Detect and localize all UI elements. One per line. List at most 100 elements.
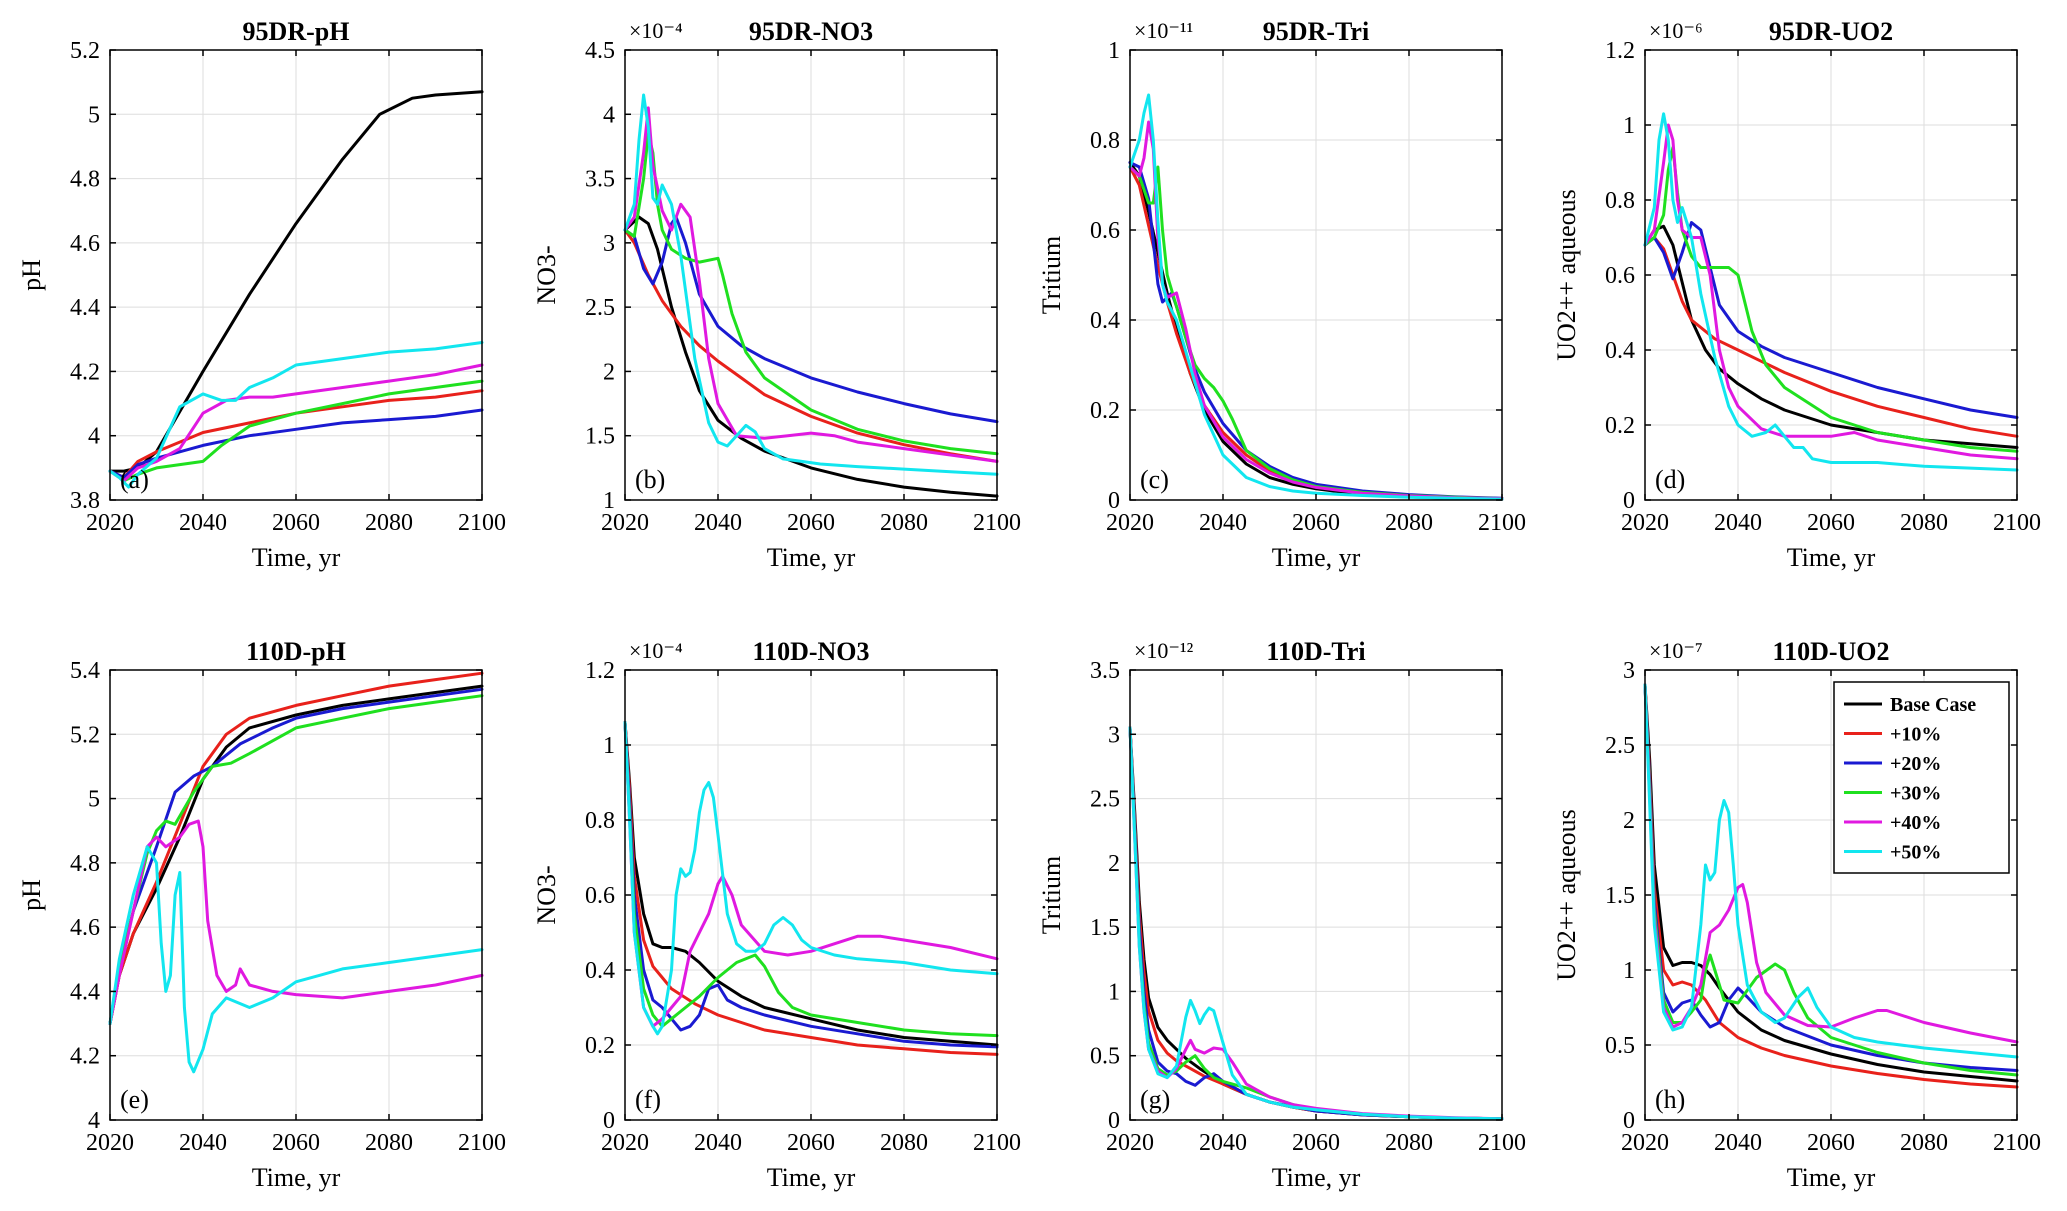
y-tick-label: 0.2 [1605,413,1635,439]
series-line-40 [623,106,999,463]
y-tick-label: 2.5 [1090,787,1120,813]
legend-label-30: +30% [1890,783,1941,805]
y-tick-label: 1 [1623,958,1635,984]
x-tick-label: 2040 [179,1130,227,1156]
y-tick-label: 0 [1623,488,1635,514]
x-axis-label: Time, yr [1272,1163,1361,1192]
series-line-40 [1128,120,1504,501]
chart-title: 110D-UO2 [1773,637,1890,666]
y-tick-label: 2.5 [585,295,615,321]
x-tick-label: 2080 [1900,510,1948,536]
panel-label: (a) [120,465,149,494]
chart-title: 95DR-UO2 [1769,17,1893,46]
series-line-50 [1128,726,1504,1121]
y-tick-label: 5.4 [70,658,100,684]
y-tick-label: 0.2 [1090,398,1120,424]
panel-h: 2020 2040 2060 2080 2100 0 0.5 1 1.5 2 2.5 3 110D-UO… [1552,637,2041,1192]
x-tick-label: 2020 [601,1130,649,1156]
axis-multiplier: ×10⁻⁴ [629,638,683,663]
x-axis-label: Time, yr [767,1163,856,1192]
panel-label: (f) [635,1085,661,1114]
chart-title: 110D-pH [246,637,346,666]
series-line-20 [108,408,484,479]
x-tick-label: 2040 [694,1130,742,1156]
x-tick-label: 2060 [272,1130,320,1156]
panel-label: (h) [1655,1085,1685,1114]
panel-label: (c) [1140,465,1169,494]
y-tick-label: 0.4 [585,958,615,984]
y-tick-label: 2 [603,359,615,385]
axis-multiplier: ×10⁻⁴ [629,18,683,43]
x-tick-label: 2040 [1199,1130,1247,1156]
series-line-40 [108,819,484,1026]
panel-a: 2020 2040 2060 2080 2100 3.8 4 4.2 4.4 4.6 4.8 5 5.2… [17,17,506,572]
panels-layer: 2020 2040 2060 2080 21003.844.24.44.64.855.2… [17,17,2041,1192]
y-tick-label: 4.5 [585,38,615,64]
y-tick-label: 0 [1108,1108,1120,1134]
x-tick-label: 2080 [365,1130,413,1156]
x-tick-label: 2060 [787,510,835,536]
x-tick-label: 2040 [1714,1130,1762,1156]
x-tick-label: 2100 [458,1130,506,1156]
x-tick-label: 2060 [787,1130,835,1156]
y-tick-label: 0.6 [1605,263,1635,289]
y-tick-label: 0.8 [1605,188,1635,214]
x-tick-label: 2040 [1714,510,1762,536]
x-tick-label: 2020 [601,510,649,536]
y-tick-label: 0.4 [1605,338,1635,364]
chart-title: 95DR-NO3 [749,17,873,46]
series-line-50 [623,93,999,476]
y-tick-label: 4.2 [70,359,100,385]
y-axis-label: NO3- [532,865,561,924]
series-line-20 [1643,683,2019,1072]
x-tick-label: 2080 [1385,510,1433,536]
y-tick-label: 1.5 [1605,883,1635,909]
panel-label: (d) [1655,465,1685,494]
chart-title: 110D-NO3 [753,637,870,666]
y-axis-label: Tritium [1037,236,1066,315]
y-tick-label: 4 [88,424,100,450]
series-line-base-case [623,721,999,1047]
axis-multiplier: ×10⁻⁶ [1649,18,1703,43]
x-tick-label: 2080 [1900,1130,1948,1156]
legend-label-40: +40% [1890,812,1941,834]
y-tick-label: 0.5 [1605,1033,1635,1059]
x-tick-label: 2080 [1385,1130,1433,1156]
y-tick-label: 5.2 [70,722,100,748]
panel-c: 2020 2040 2060 2080 2100 0 0.2 0.4 0.6 0.8 1 95DR-T… [1037,17,1526,572]
y-tick-label: 4.6 [70,231,100,257]
x-tick-label: 2080 [880,1130,928,1156]
x-axis-label: Time, yr [252,543,341,572]
x-axis-label: Time, yr [1787,543,1876,572]
x-tick-label: 2040 [1199,510,1247,536]
series-line-20 [1643,221,2019,419]
axis-multiplier: ×10⁻¹¹ [1134,18,1193,43]
x-tick-label: 2020 [1621,1130,1669,1156]
y-tick-label: 0.6 [585,883,615,909]
y-tick-label: 1.5 [585,424,615,450]
y-axis-label: UO2++ aqueous [1552,809,1581,981]
series-line-50 [108,341,484,489]
y-tick-label: 0.8 [1090,128,1120,154]
x-tick-label: 2020 [86,1130,134,1156]
y-axis-label: UO2++ aqueous [1552,189,1581,361]
y-tick-label: 3.5 [585,167,615,193]
x-tick-label: 2100 [973,1130,1021,1156]
axis-multiplier: ×10⁻⁷ [1649,638,1703,663]
legend-label-base-case: Base Case [1890,694,1976,716]
legend-entries: Base Case +10% +20% +30% +40% +50% [1844,694,1976,864]
chart-title: 95DR-Tri [1263,17,1369,46]
x-tick-label: 2060 [1292,510,1340,536]
x-tick-label: 2020 [86,510,134,536]
y-tick-label: 3.5 [1090,658,1120,684]
legend: Base Case +10% +20% +30% +40% +50% [1833,681,2010,874]
legend-label-20: +20% [1890,753,1941,775]
y-axis-label: pH [17,879,46,911]
y-tick-label: 2 [1623,808,1635,834]
y-tick-label: 0 [1108,488,1120,514]
y-tick-label: 1.2 [585,658,615,684]
panel-b: 2020 2040 2060 2080 2100 1 1.5 2 2.5 3 3.5 4 4.5 95DR… [532,17,1021,572]
y-tick-label: 3 [1108,722,1120,748]
y-tick-label: 0.2 [585,1033,615,1059]
